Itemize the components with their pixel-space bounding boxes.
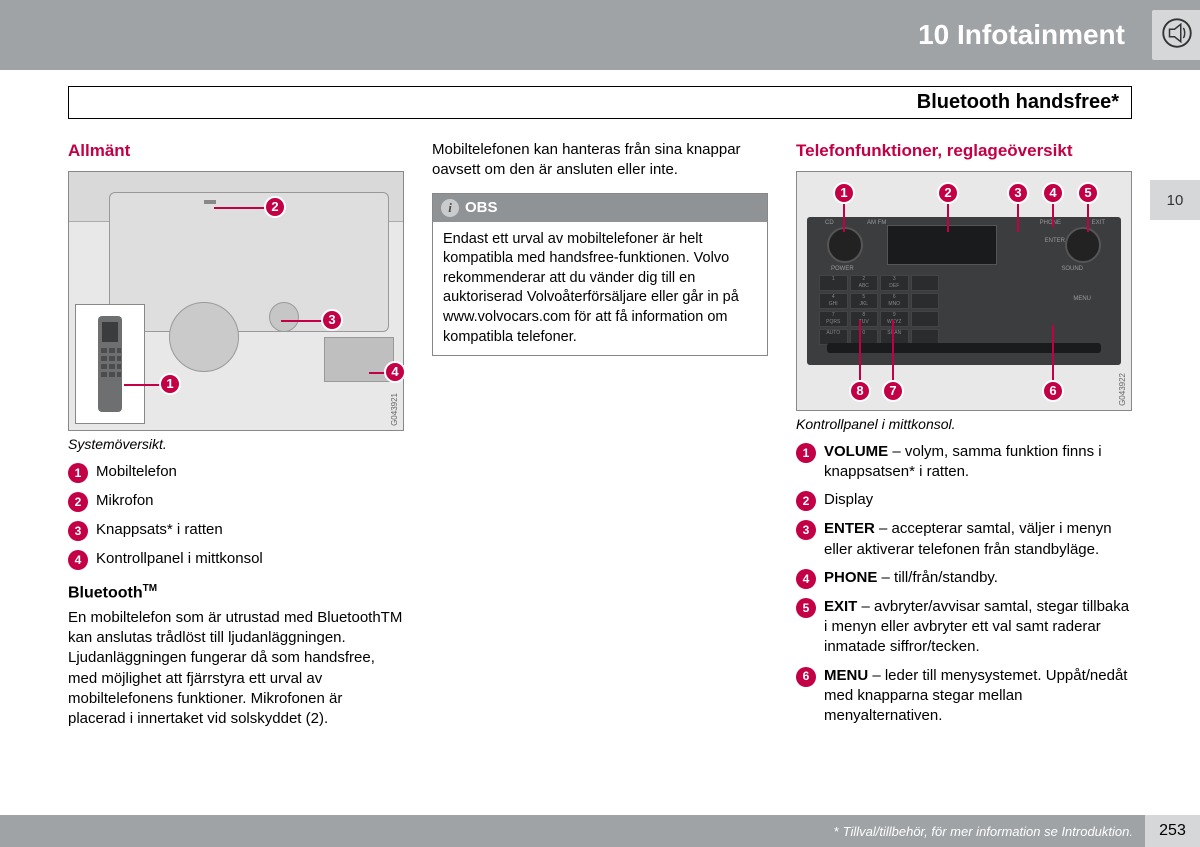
legend-text: Display (824, 490, 1132, 510)
col2-body: Mobiltelefonen kan hanteras från sina kn… (432, 140, 768, 181)
fig2-callout-8: 8 (849, 380, 871, 402)
legend-text: PHONE – till/från/standby. (824, 568, 1132, 588)
legend-bullet: 3 (68, 521, 88, 541)
chapter-title: 10 Infotainment (918, 19, 1185, 51)
section-title: Bluetooth handsfree* (68, 86, 1132, 119)
fig2-callout-1: 1 (833, 182, 855, 204)
footer-note: * Tillval/tillbehör, för mer information… (20, 824, 1145, 839)
figure-control-panel: CD AM FM PHONE EXIT POWER SOUND ENTER ME… (796, 171, 1132, 411)
side-chapter-tab: 10 (1150, 180, 1200, 220)
fig1-legend: 1 Mobiltelefon 2 Mikrofon 3 Knappsats* i ratt… (68, 462, 404, 570)
legend-bullet: 6 (796, 667, 816, 687)
legend-bullet: 2 (796, 491, 816, 511)
legend-item: 1 Mobiltelefon (68, 462, 404, 483)
legend-item: 4 Kontrollpanel i mittkonsol (68, 549, 404, 570)
fig2-legend: 1 VOLUME – volym, samma funktion finns i … (796, 442, 1132, 727)
obs-note-box: i OBS Endast ett urval av mobiltelefoner… (432, 193, 768, 357)
legend-bullet: 2 (68, 492, 88, 512)
legend-item: 4 PHONE – till/från/standby. (796, 568, 1132, 589)
legend-item: 5 EXIT – avbryter/avvisar samtal, stegar … (796, 597, 1132, 658)
figure-system-overview: 1 2 3 4 G043921 (68, 171, 404, 431)
obs-title: OBS (465, 198, 498, 218)
page-number: 253 (1145, 815, 1200, 847)
obs-body: Endast ett urval av mobiltelefoner är he… (433, 222, 767, 355)
fig2-callout-2: 2 (937, 182, 959, 204)
legend-text: VOLUME – volym, samma funktion finns i k… (824, 442, 1132, 483)
legend-bullet: 3 (796, 520, 816, 540)
fig1-caption: Systemöversikt. (68, 435, 404, 454)
chapter-header: 10 Infotainment (0, 0, 1200, 70)
legend-item: 2 Display (796, 490, 1132, 511)
fig2-caption: Kontrollpanel i mittkonsol. (796, 415, 1132, 434)
fig1-image-code: G043921 (390, 393, 401, 426)
speaker-icon-tab (1152, 10, 1200, 60)
fig1-callout-1: 1 (159, 373, 181, 395)
legend-text: EXIT – avbryter/avvisar samtal, stegar t… (824, 597, 1132, 658)
content-area: Allmänt 1 2 3 4 G043921 Systemöversikt. … (68, 140, 1132, 807)
fig1-callout-3: 3 (321, 309, 343, 331)
legend-item: 6 MENU – leder till menysystemet. Uppåt/n… (796, 666, 1132, 727)
fig2-callout-6: 6 (1042, 380, 1064, 402)
fig1-callout-2: 2 (264, 196, 286, 218)
legend-item: 2 Mikrofon (68, 491, 404, 512)
speaker-icon (1162, 18, 1192, 53)
legend-bullet: 1 (68, 463, 88, 483)
legend-bullet: 1 (796, 443, 816, 463)
column-1: Allmänt 1 2 3 4 G043921 Systemöversikt. … (68, 140, 404, 807)
page-footer: * Tillval/tillbehör, för mer information… (0, 815, 1200, 847)
fig1-callout-4: 4 (384, 361, 406, 383)
fig2-callout-7: 7 (882, 380, 904, 402)
col1-heading: Allmänt (68, 140, 404, 163)
legend-text: Knappsats* i ratten (96, 520, 404, 540)
column-3: Telefonfunktioner, reglageöversikt CD AM… (796, 140, 1132, 807)
legend-text: ENTER – accepterar samtal, väljer i meny… (824, 519, 1132, 560)
legend-bullet: 4 (68, 550, 88, 570)
legend-text: MENU – leder till menysystemet. Uppåt/ne… (824, 666, 1132, 727)
obs-header: i OBS (433, 194, 767, 222)
phone-inset (75, 304, 145, 424)
fig2-image-code: G043922 (1118, 373, 1129, 406)
bluetooth-subheading: BluetoothTM (68, 582, 404, 604)
legend-item: 1 VOLUME – volym, samma funktion finns i … (796, 442, 1132, 483)
fig2-callout-5: 5 (1077, 182, 1099, 204)
legend-item: 3 Knappsats* i ratten (68, 520, 404, 541)
fig2-callout-3: 3 (1007, 182, 1029, 204)
legend-bullet: 4 (796, 569, 816, 589)
col1-body: En mobiltelefon som är utrustad med Blue… (68, 608, 404, 730)
fig2-callout-4: 4 (1042, 182, 1064, 204)
col3-heading: Telefonfunktioner, reglageöversikt (796, 140, 1132, 163)
legend-text: Kontrollpanel i mittkonsol (96, 549, 404, 569)
legend-text: Mobiltelefon (96, 462, 404, 482)
legend-item: 3 ENTER – accepterar samtal, väljer i men… (796, 519, 1132, 560)
column-2: Mobiltelefonen kan hanteras från sina kn… (432, 140, 768, 807)
info-icon: i (441, 199, 459, 217)
legend-bullet: 5 (796, 598, 816, 618)
legend-text: Mikrofon (96, 491, 404, 511)
